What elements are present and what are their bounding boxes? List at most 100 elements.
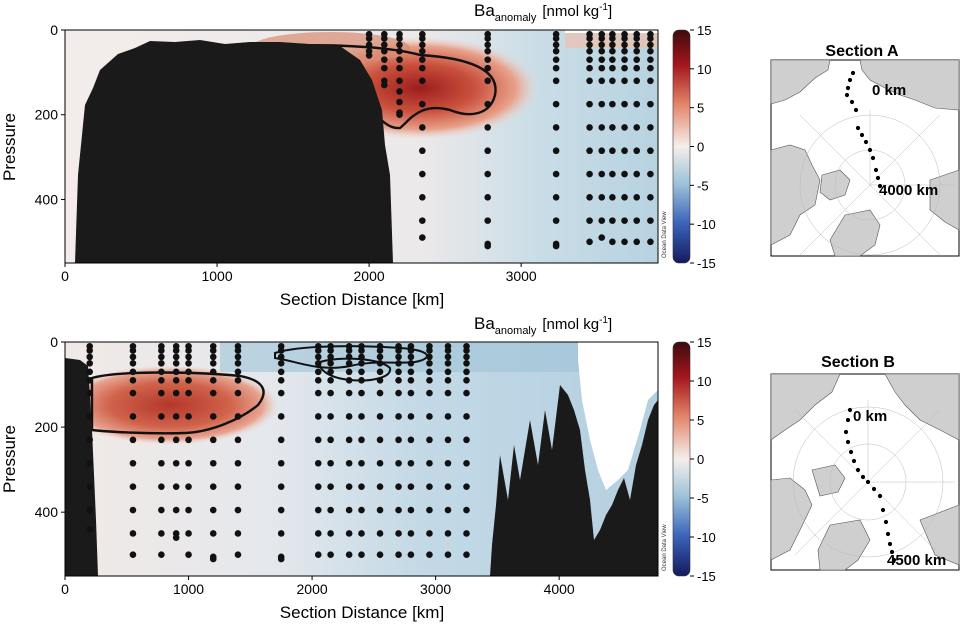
station-sample	[598, 170, 606, 178]
map-station	[845, 439, 851, 445]
station-sample	[396, 64, 403, 72]
station-sample	[419, 41, 426, 49]
station-sample	[376, 368, 384, 376]
station-sample	[172, 436, 180, 444]
station-sample	[209, 389, 217, 397]
station-sample	[598, 41, 606, 49]
station-sample	[345, 368, 353, 376]
station-sample	[586, 238, 593, 246]
map-b: Section B 0 km 4500 km	[770, 354, 960, 571]
station-sample	[314, 376, 322, 384]
station-sample	[158, 376, 165, 384]
station-sample	[609, 56, 616, 63]
map-station	[843, 429, 849, 435]
station-sample	[621, 238, 628, 246]
station-sample	[185, 413, 192, 420]
station-sample	[552, 77, 560, 85]
station-sample	[463, 368, 470, 376]
station-sample	[419, 170, 426, 178]
station-sample	[314, 436, 322, 444]
station-sample	[621, 100, 628, 108]
station-sample	[633, 47, 641, 55]
station-sample	[444, 506, 452, 514]
station-sample	[426, 551, 433, 559]
station-sample	[277, 368, 285, 376]
station-sample	[419, 47, 426, 55]
panel-b-xlabel: Section Distance [km]	[280, 603, 444, 622]
station-sample	[277, 555, 285, 563]
station-sample	[647, 170, 654, 178]
station-sample	[484, 242, 492, 250]
station-sample	[633, 170, 641, 178]
station-sample	[419, 77, 426, 85]
map-a-grid	[799, 110, 955, 256]
station-sample	[314, 347, 322, 354]
station-sample	[484, 124, 492, 131]
station-sample	[277, 483, 285, 490]
station-sample	[86, 368, 94, 376]
station-sample	[172, 368, 180, 376]
station-sample	[327, 353, 334, 361]
station-sample	[129, 413, 137, 420]
station-sample	[647, 41, 654, 49]
station-sample	[407, 551, 415, 559]
map-station	[848, 449, 854, 455]
station-sample	[586, 194, 593, 201]
station-sample	[407, 436, 415, 444]
station-sample	[621, 217, 628, 224]
panel-b-title: Baanomaly [nmol kg-1]	[474, 314, 612, 337]
station-sample	[484, 77, 492, 85]
station-sample	[86, 353, 94, 361]
station-sample	[621, 147, 628, 155]
x-tick-label: 1000	[201, 268, 232, 284]
station-sample	[484, 170, 492, 178]
station-sample	[129, 506, 137, 514]
station-sample	[647, 35, 654, 42]
station-sample	[552, 64, 560, 72]
station-sample	[633, 35, 641, 42]
map-b-end-label: 4500 km	[887, 552, 946, 569]
station-sample	[395, 530, 402, 537]
station-sample	[234, 436, 242, 444]
y-tick-label: 200	[35, 107, 59, 123]
station-sample	[86, 506, 94, 514]
station-sample	[234, 376, 242, 384]
station-sample	[396, 35, 403, 42]
map-station	[860, 474, 866, 480]
station-sample	[609, 77, 616, 85]
station-sample	[621, 35, 628, 42]
station-sample	[129, 483, 137, 490]
station-sample	[395, 483, 402, 490]
station-sample	[86, 347, 94, 354]
station-sample	[345, 347, 353, 354]
colorbar-tick-label: 10	[697, 374, 711, 389]
map-station	[853, 107, 859, 113]
station-sample	[358, 389, 365, 397]
map-station	[870, 155, 876, 161]
station-sample	[586, 170, 593, 178]
colorbar-tick-label: 0	[697, 140, 704, 155]
station-sample	[598, 100, 606, 108]
station-sample	[463, 376, 470, 384]
station-sample	[158, 368, 165, 376]
panel-b-anomaly-core	[65, 365, 280, 445]
station-sample	[633, 238, 641, 246]
station-sample	[376, 436, 384, 444]
station-sample	[444, 551, 452, 559]
station-sample	[314, 506, 322, 514]
station-sample	[396, 88, 403, 95]
station-sample	[209, 359, 217, 367]
station-sample	[647, 56, 654, 63]
map-station	[877, 493, 883, 499]
map-station	[891, 557, 897, 563]
station-sample	[463, 359, 470, 367]
station-sample	[426, 376, 433, 384]
station-sample	[209, 413, 217, 420]
station-sample	[586, 64, 593, 72]
panel-a-frame	[64, 29, 659, 264]
station-sample	[185, 347, 192, 354]
station-sample	[234, 359, 242, 367]
map-b-title: Section B	[821, 354, 895, 371]
map-station	[885, 531, 891, 537]
station-sample	[365, 35, 373, 42]
